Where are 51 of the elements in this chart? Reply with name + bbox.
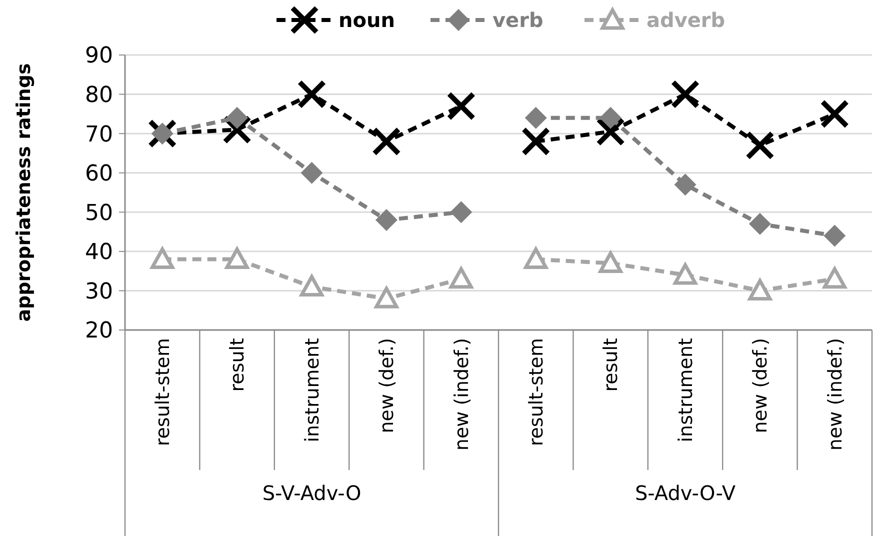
x-tick-label: new (def.)	[376, 338, 398, 434]
y-tick-label: 20	[85, 318, 113, 344]
point	[446, 92, 476, 121]
point	[670, 80, 700, 109]
x-tick-label: result	[226, 338, 249, 392]
point	[745, 130, 774, 160]
y-tick-label: 50	[85, 200, 113, 226]
y-axis-title: appropriateness ratings	[13, 63, 35, 322]
point	[824, 224, 846, 247]
x-tick-label: new (indef.)	[824, 338, 846, 451]
point	[598, 251, 622, 273]
y-tick-label: 80	[85, 82, 113, 108]
text: S-V-Adv-O	[262, 481, 362, 505]
legend-label: verb	[492, 8, 544, 32]
point	[674, 174, 696, 196]
point	[226, 106, 248, 129]
y-tick-label: 30	[85, 279, 113, 304]
point	[300, 162, 323, 184]
x-tick-label: new (indef.)	[450, 338, 473, 451]
point	[596, 117, 626, 146]
point	[150, 248, 174, 270]
legend-label: noun	[338, 8, 395, 32]
point	[600, 106, 622, 129]
point	[822, 267, 846, 289]
x-tick-label: result-stem	[152, 338, 174, 446]
point	[674, 263, 697, 285]
point	[450, 201, 472, 224]
y-tick-label: 90	[85, 44, 113, 69]
point	[297, 80, 326, 109]
point	[300, 275, 324, 297]
y-tick-label: 60	[85, 162, 113, 187]
x-tick-label: new (def.)	[750, 338, 772, 434]
legend-label: adverb	[646, 8, 726, 32]
point	[820, 99, 850, 128]
x-tick-label: result	[600, 338, 622, 392]
point	[524, 248, 548, 270]
point	[375, 209, 398, 231]
point	[225, 248, 249, 270]
point	[372, 126, 401, 156]
y-tick-label: 70	[85, 122, 113, 148]
text: S-Adv-O-V	[634, 481, 736, 505]
y-tick-label: 40	[85, 240, 113, 266]
point	[748, 212, 771, 235]
point	[521, 126, 550, 156]
x-tick-label: result-stem	[526, 338, 548, 446]
point	[449, 267, 473, 289]
point	[524, 106, 547, 129]
point	[374, 286, 398, 308]
point	[748, 278, 772, 300]
x-tick-label: instrument	[674, 338, 697, 442]
x-tick-label: instrument	[301, 338, 324, 442]
